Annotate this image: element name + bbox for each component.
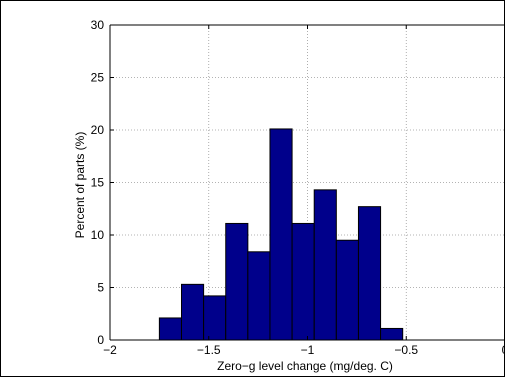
histogram-bar-10: [357, 206, 382, 341]
x-tick-label: −2: [103, 343, 117, 357]
histogram-bar-4: [225, 222, 249, 341]
histogram-bar-5: [247, 251, 271, 341]
histogram-bar-9: [335, 239, 359, 341]
y-tick-label: 0: [97, 333, 104, 347]
x-tick-label: −1.5: [197, 343, 221, 357]
bars: [158, 128, 404, 341]
histogram-bar-2: [180, 283, 205, 341]
y-tick-label: 15: [91, 176, 105, 190]
x-ticks: −2 −1.5 −1 −0.5 0: [103, 25, 505, 357]
y-tick-label: 20: [91, 123, 105, 137]
y-tick-label: 30: [91, 18, 105, 32]
x-tick-label: −1: [301, 343, 315, 357]
x-axis-label: Zero−g level change (mg/deg. C): [217, 359, 393, 373]
y-tick-label: 5: [97, 281, 104, 295]
y-ticks: 0 5 10 15 20 25 30: [91, 18, 114, 347]
x-tick-label: 0: [502, 343, 505, 357]
histogram-bar-7: [291, 222, 315, 341]
y-axis-label: Percent of parts (%): [73, 132, 87, 239]
histogram-bar-8: [313, 189, 337, 341]
y-tick-label: 25: [91, 71, 105, 85]
histogram-bar-3: [203, 295, 227, 341]
histogram-bar-1: [158, 317, 182, 341]
histogram-bar-11: [380, 327, 404, 341]
histogram-bar-6: [269, 128, 293, 341]
y-tick-label: 10: [91, 228, 105, 242]
x-tick-label: −0.5: [394, 343, 418, 357]
